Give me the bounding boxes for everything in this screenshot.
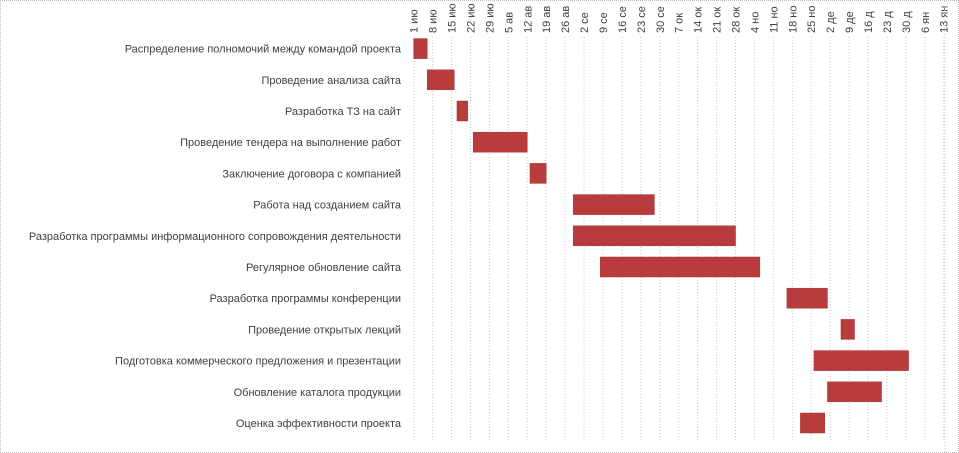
x-tick-label: 26 ав <box>560 6 572 33</box>
x-tick-label: 9 се <box>598 12 610 33</box>
x-tick-label: 30 се <box>655 6 667 33</box>
x-tick-label: 6 ян <box>920 12 932 33</box>
x-tick-label: 22 ию <box>465 3 477 33</box>
task-bar <box>413 38 428 59</box>
task-bar <box>472 131 528 153</box>
task-label: Разработка ТЗ на сайт <box>285 106 401 118</box>
task-label: Регулярное обновление сайта <box>246 262 402 274</box>
x-tick-label: 14 ок <box>693 7 705 33</box>
x-tick-label: 23 д <box>882 11 894 33</box>
task-label: Разработка программы конференции <box>210 293 401 305</box>
task-bar <box>573 194 655 215</box>
task-bar <box>456 100 469 122</box>
x-tick-label: 28 ок <box>731 7 743 33</box>
task-label: Заключение договора с компанией <box>222 168 401 180</box>
x-tick-label: 16 се <box>617 6 629 33</box>
x-tick-label: 8 ию <box>428 9 440 33</box>
x-tick-label: 4 но <box>749 12 761 33</box>
task-label: Распределение полномочий между командой … <box>125 44 402 56</box>
x-tick-label: 9 де <box>844 11 856 33</box>
task-bar <box>813 350 909 371</box>
x-tick-label: 2 се <box>579 12 591 33</box>
task-bar <box>600 256 761 278</box>
x-tick-label: 19 ав <box>541 6 553 33</box>
task-bar <box>800 412 826 434</box>
x-tick-label: 30 д <box>901 11 913 33</box>
x-tick-label: 25 но <box>806 6 818 33</box>
task-bar <box>786 287 828 309</box>
x-tick-label: 2 де <box>825 11 837 33</box>
x-tick-label: 15 ию <box>447 3 459 33</box>
x-tick-label: 7 ок <box>674 13 686 33</box>
x-tick-label: 23 се <box>636 6 648 33</box>
x-tick-label: 1 ию <box>409 9 421 33</box>
task-bar <box>827 381 882 403</box>
x-tick-label: 29 ию <box>484 3 496 33</box>
x-tick-label: 11 но <box>768 6 780 33</box>
task-bar <box>529 163 547 184</box>
x-tick-label: 5 ав <box>503 12 515 33</box>
task-label: Разработка программы информационного соп… <box>29 231 401 243</box>
x-tick-label: 18 но <box>787 6 799 33</box>
x-tick-label: 16 д <box>863 11 875 33</box>
x-tick-label: 21 ок <box>712 7 724 33</box>
task-label: Обновление каталога продукции <box>234 387 401 399</box>
task-label: Подготовка коммерческого предложения и п… <box>115 356 401 368</box>
task-label: Оценка эффективности проекта <box>236 418 402 430</box>
task-label: Проведение анализа сайта <box>261 75 401 87</box>
task-bar <box>573 225 736 247</box>
task-bar <box>426 69 455 91</box>
task-bar <box>840 319 855 340</box>
task-label: Работа над созданием сайта <box>253 200 402 212</box>
task-label: Проведение открытых лекций <box>248 324 401 336</box>
x-tick-label: 12 ав <box>522 6 534 33</box>
task-label: Проведение тендера на выполнение работ <box>180 137 401 149</box>
